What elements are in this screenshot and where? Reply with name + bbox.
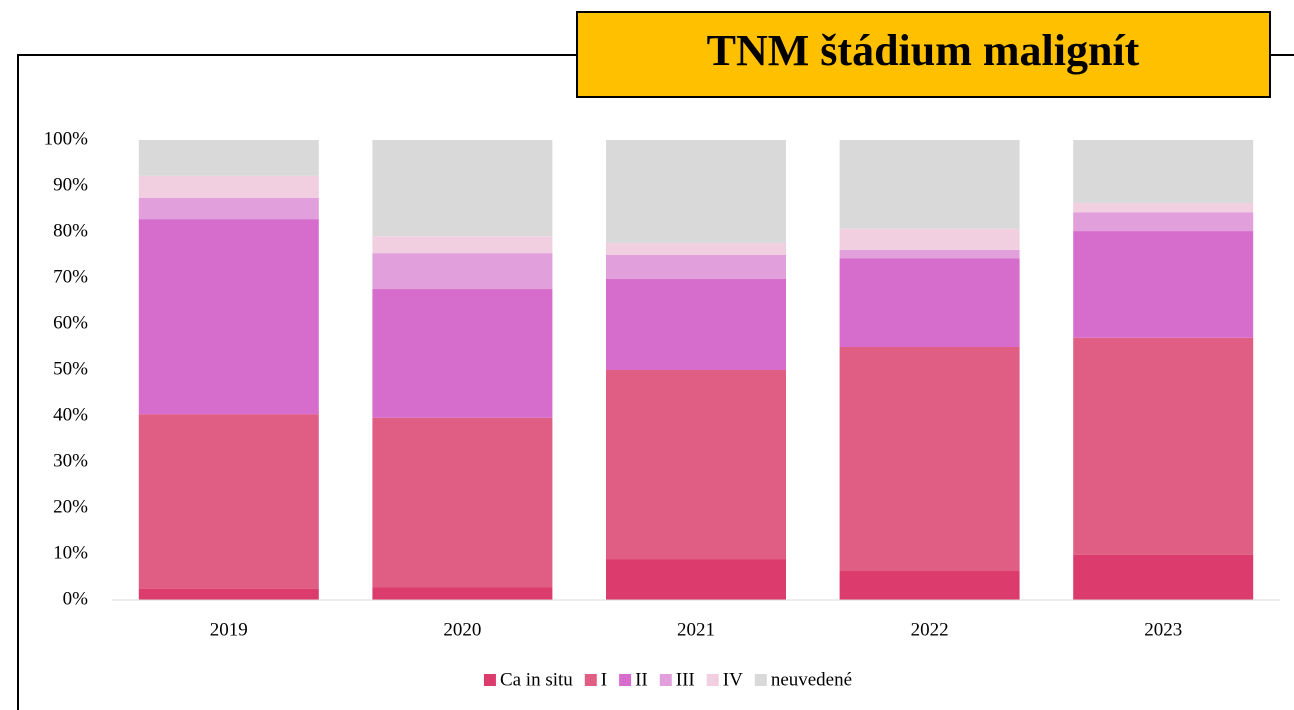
legend-label: II: [635, 669, 648, 690]
bar-segment: [138, 414, 319, 589]
bar-segment: [606, 559, 786, 600]
chart-title: TNM štádium malignít: [707, 26, 1140, 75]
bar-segment: [606, 278, 786, 370]
bar-segment: [138, 588, 319, 600]
bar-segment: [1073, 337, 1254, 555]
bar-segment: [839, 571, 1020, 600]
bar-segment: [1073, 140, 1254, 204]
bar-segment: [606, 255, 786, 279]
y-tick-label: 40%: [53, 404, 88, 425]
legend-swatch: [619, 674, 632, 686]
y-tick-label: 10%: [53, 542, 88, 563]
bar-segment: [1073, 554, 1254, 600]
legend-label: IV: [723, 669, 743, 690]
bar-segment: [606, 243, 786, 255]
y-tick-label: 50%: [53, 358, 88, 379]
bar-segment: [372, 236, 553, 254]
legend-label: Ca in situ: [500, 669, 573, 690]
y-tick-label: 70%: [53, 266, 88, 287]
bar-segment: [839, 347, 1020, 572]
x-tick-label: 2019: [210, 619, 248, 640]
bar-segment: [839, 249, 1020, 259]
y-tick-label: 0%: [63, 588, 89, 609]
y-tick-label: 60%: [53, 312, 88, 333]
y-tick-label: 30%: [53, 450, 88, 471]
bar-segment: [138, 175, 319, 198]
bar-segment: [1073, 231, 1254, 338]
legend-label: neuvedené: [771, 669, 852, 690]
bar-segment: [372, 587, 553, 600]
frame: [17, 54, 1294, 710]
legend-swatch: [659, 674, 672, 686]
bar-segment: [606, 370, 786, 560]
legend-swatch: [754, 674, 767, 686]
legend-label: III: [676, 669, 695, 690]
bar-segment: [1073, 203, 1254, 213]
bar-segment: [839, 228, 1020, 250]
legend-label: I: [601, 669, 607, 690]
y-tick-label: 90%: [53, 174, 88, 195]
x-tick-label: 2021: [677, 619, 715, 640]
legend-swatch: [584, 674, 597, 686]
bar-segment: [606, 140, 786, 244]
legend-swatch: [706, 674, 719, 686]
x-tick-label: 2022: [911, 619, 949, 640]
y-tick-label: 100%: [44, 128, 89, 149]
bar-segment: [372, 417, 553, 588]
title-box: [576, 11, 1271, 98]
legend-swatch: [483, 674, 496, 686]
bar-segment: [1073, 212, 1254, 232]
bar-segment: [372, 253, 553, 290]
y-tick-label: 80%: [53, 220, 88, 241]
bar-segment: [138, 140, 319, 176]
bar-segment: [839, 140, 1020, 229]
x-tick-label: 2023: [1144, 619, 1182, 640]
bar-segment: [372, 289, 553, 418]
bar-segment: [138, 197, 319, 220]
bar-segment: [138, 219, 319, 415]
bar-segment: [839, 258, 1020, 347]
bar-segment: [372, 140, 553, 237]
x-tick-label: 2020: [443, 619, 481, 640]
y-tick-label: 20%: [53, 496, 88, 517]
